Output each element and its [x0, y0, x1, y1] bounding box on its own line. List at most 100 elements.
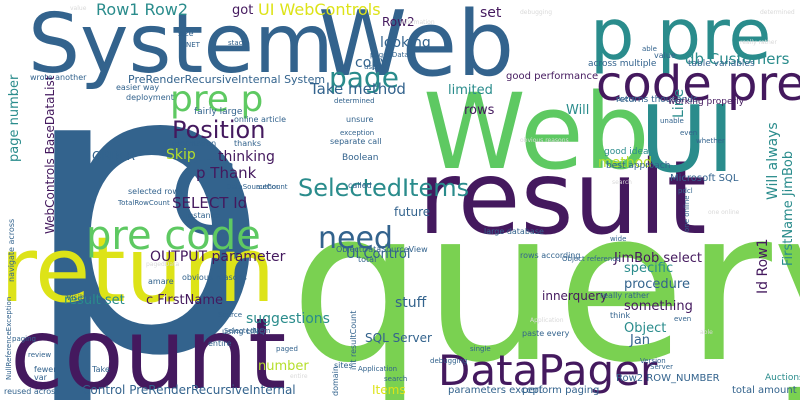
- cloud-word: good performance: [506, 71, 599, 82]
- cloud-word: across multiple: [588, 59, 657, 69]
- cloud-word: wide: [610, 235, 627, 243]
- cloud-word: p: [18, 0, 272, 400]
- cloud-word: think: [610, 311, 631, 320]
- cloud-word: something: [624, 299, 693, 314]
- cloud-word: author: [256, 183, 280, 191]
- cloud-word: UI: [640, 86, 735, 193]
- cloud-word: Web: [423, 71, 650, 193]
- cloud-word: rows: [464, 103, 495, 118]
- cloud-word: limited: [448, 83, 493, 98]
- cloud-word: thanks: [234, 139, 261, 148]
- cloud-word: Skip: [166, 147, 196, 163]
- cloud-word: Take: [92, 365, 110, 374]
- cloud-word: Jan: [630, 333, 651, 348]
- cloud-word: SQL Server: [365, 331, 432, 345]
- cloud-word: debugging: [520, 9, 553, 16]
- cloud-word: one online: [683, 195, 691, 232]
- cloud-word: c FirstName: [146, 293, 223, 308]
- cloud-word: unsure: [346, 115, 374, 124]
- cloud-word: specific: [624, 261, 674, 276]
- cloud-word: called: [348, 181, 372, 190]
- cloud-word: need: [318, 221, 393, 256]
- cloud-word: entire: [290, 373, 308, 380]
- cloud-word: method: [598, 155, 653, 171]
- cloud-word: used: [364, 63, 381, 71]
- cloud-word: deployment: [126, 93, 174, 102]
- cloud-word: rows according: [520, 251, 581, 260]
- cloud-word: result set: [64, 293, 125, 308]
- cloud-word: fewer: [34, 365, 57, 374]
- cloud-word: return: [0, 218, 276, 323]
- cloud-word: var: [34, 373, 47, 382]
- cloud-word: OUTPUT parameter: [150, 249, 286, 265]
- cloud-word: set: [480, 5, 502, 21]
- cloud-word: Take method: [310, 80, 406, 98]
- cloud-word: stuff: [395, 295, 427, 311]
- cloud-word: returns thousands: [616, 95, 698, 105]
- cloud-word: c: [168, 111, 241, 265]
- cloud-word: DataPager: [438, 346, 658, 395]
- cloud-word: even: [674, 315, 692, 323]
- cloud-word: ObjectDataSourceView: [336, 245, 428, 254]
- cloud-word: Row1 Row2: [96, 0, 188, 19]
- cloud-word: really rather: [600, 291, 650, 300]
- cloud-word: Application: [530, 317, 564, 324]
- cloud-word: Application: [358, 365, 398, 373]
- cloud-word: Control PreRenderRecursiveInternal: [82, 383, 296, 397]
- cloud-word: code pre: [596, 56, 800, 112]
- cloud-word: pagedData: [146, 261, 180, 268]
- cloud-word: selected rows: [128, 187, 184, 196]
- cloud-word: separate call: [330, 137, 382, 146]
- cloud-word: reused across: [4, 387, 60, 396]
- cloud-word: debugging: [430, 357, 468, 365]
- cloud-word: int resultCount: [349, 310, 358, 370]
- cloud-word: working properly: [668, 97, 745, 107]
- cloud-word: even: [680, 129, 698, 137]
- cloud-word: query: [290, 164, 800, 400]
- cloud-word: Items: [372, 383, 406, 397]
- cloud-word: future: [394, 205, 431, 219]
- cloud-word: information: [170, 139, 217, 148]
- cloud-word: search: [612, 179, 632, 186]
- cloud-word: System: [28, 0, 334, 92]
- cloud-word: Id Row1: [755, 238, 771, 295]
- cloud-word: sites: [334, 361, 353, 370]
- cloud-word: pre p: [170, 79, 264, 120]
- cloud-word: amare: [148, 277, 174, 286]
- cloud-word: stack: [228, 39, 247, 47]
- cloud-word: db Customers: [685, 50, 790, 68]
- cloud-word: best approach: [606, 161, 671, 171]
- cloud-word: result: [418, 139, 707, 258]
- cloud-word: looking: [380, 35, 431, 51]
- cloud-word: paged: [276, 345, 298, 353]
- cloud-word: got: [232, 3, 254, 18]
- cloud-word: online article: [234, 115, 287, 124]
- cloud-word: domain: [331, 366, 340, 396]
- cloud-word: table variables: [688, 59, 755, 69]
- cloud-word: Microsoft SQL: [670, 173, 739, 184]
- cloud-word: Object reference: [562, 255, 621, 263]
- cloud-word: Auctions: [765, 373, 800, 383]
- cloud-word: Source: [218, 311, 243, 319]
- cloud-word: number: [258, 359, 309, 374]
- cloud-word: innerquery: [542, 289, 608, 303]
- cloud-word: good idea: [604, 147, 649, 157]
- cloud-word: large database: [484, 227, 544, 236]
- cloud-word: PreRenderRecursiveInternal System: [128, 73, 326, 86]
- cloud-word: Will: [566, 103, 590, 118]
- cloud-word: p pre: [590, 0, 772, 76]
- cloud-word: really rather: [740, 39, 777, 46]
- cloud-word: navigate across: [7, 218, 16, 282]
- cloud-word: Web: [318, 0, 515, 97]
- cloud-word: SELECT Id: [172, 194, 248, 212]
- cloud-word: Boolean: [342, 153, 379, 163]
- cloud-word: unable: [660, 117, 684, 125]
- cloud-word: suggestions: [246, 311, 330, 327]
- cloud-word: using LINQ: [222, 327, 266, 336]
- cloud-word: NET: [186, 41, 200, 49]
- cloud-word: obvious reasons: [182, 273, 247, 282]
- cloud-word: WebControls BaseDataList: [43, 75, 57, 234]
- cloud-word: review: [28, 351, 52, 359]
- cloud-word: TotalRowCount: [118, 199, 170, 207]
